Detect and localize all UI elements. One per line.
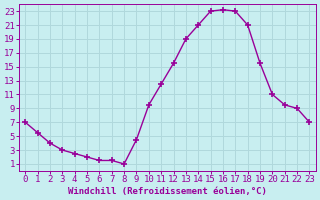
X-axis label: Windchill (Refroidissement éolien,°C): Windchill (Refroidissement éolien,°C) (68, 187, 267, 196)
